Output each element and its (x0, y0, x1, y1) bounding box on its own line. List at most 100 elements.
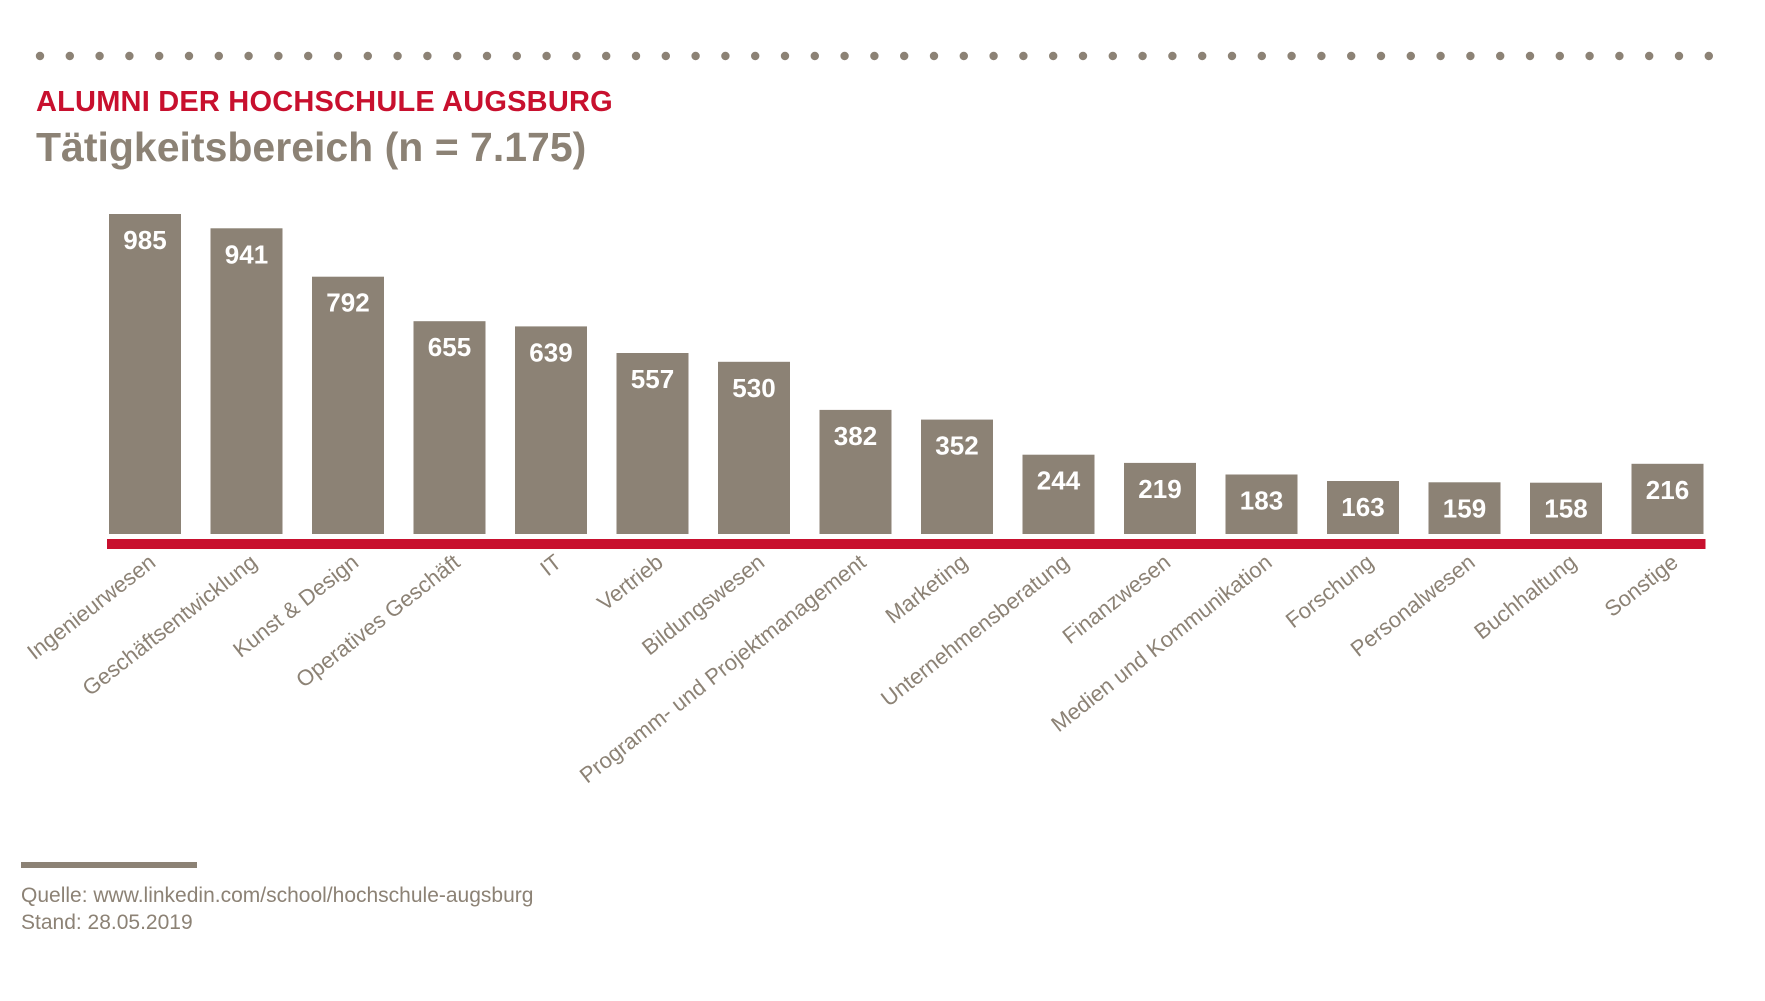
divider-dot (1168, 51, 1177, 61)
divider-dot (959, 51, 968, 61)
divider-dot (1257, 51, 1267, 61)
divider-dot (214, 51, 223, 61)
divider-dot (333, 51, 343, 61)
bar-value-label: 244 (1037, 466, 1081, 496)
divider-dot (780, 51, 790, 61)
bar (1022, 454, 1095, 534)
bar-value-label: 219 (1138, 474, 1181, 504)
bar (1327, 481, 1399, 534)
bar (1225, 474, 1298, 534)
divider-dot (1108, 51, 1118, 61)
divider-dot (95, 51, 104, 61)
bar (210, 228, 283, 535)
divider-dot (65, 51, 75, 61)
divider-dot (1436, 51, 1445, 61)
divider-dot (1078, 51, 1088, 61)
divider-dot (721, 51, 730, 61)
chart-title: Tätigkeitsbereich (n = 7.175) (36, 124, 587, 170)
category-label: Geschäftsentwicklung (78, 549, 262, 700)
bar-value-label: 183 (1240, 486, 1283, 516)
source-text: Quelle: www.linkedin.com/school/hochschu… (21, 884, 534, 907)
divider-dot (1585, 51, 1594, 61)
category-label: Marketing (881, 549, 973, 628)
divider-dot (184, 51, 194, 61)
divider-dot (512, 51, 521, 61)
category-label: Forschung (1281, 549, 1378, 633)
divider-dot (870, 51, 879, 61)
divider-dot (1198, 51, 1207, 61)
divider-dot (1555, 51, 1565, 61)
divider-dot (810, 51, 819, 61)
divider-dot (840, 51, 849, 61)
bar-value-label: 557 (631, 364, 674, 394)
divider-dot (35, 51, 45, 61)
divider-dot (1615, 51, 1624, 61)
bar (1428, 482, 1501, 534)
divider-dot (125, 51, 134, 61)
bar (515, 326, 587, 534)
date-text: Stand: 28.05.2019 (21, 911, 193, 934)
divider-dot (1019, 51, 1028, 61)
divider-dot (929, 51, 939, 61)
divider-dot (1525, 51, 1535, 61)
divider-dot (423, 51, 432, 61)
divider-dot (363, 51, 372, 61)
bar (312, 276, 384, 534)
category-label: Sonstige (1600, 549, 1683, 621)
category-label: Vertrieb (592, 549, 667, 615)
bar (1124, 462, 1196, 534)
baseline (107, 539, 1706, 549)
divider-dot (393, 51, 402, 61)
chart-kicker: ALUMNI DER HOCHSCHULE AUGSBURG (36, 86, 613, 118)
bar (819, 409, 892, 534)
divider-dot (1406, 51, 1416, 61)
divider-dot (1317, 51, 1326, 61)
category-label: Operatives Geschäft (291, 549, 464, 692)
bar-value-label: 158 (1544, 494, 1587, 524)
bar (718, 361, 790, 534)
divider-dot (1645, 51, 1654, 61)
divider-dot (572, 51, 581, 61)
category-label: IT (535, 549, 566, 581)
divider-dot (155, 51, 164, 61)
divider-dot (751, 51, 760, 61)
divider-dot (631, 51, 641, 61)
bar-value-label: 159 (1443, 493, 1486, 523)
divider-dot (482, 51, 492, 61)
bar-value-label: 941 (225, 239, 268, 269)
bar-value-label: 792 (326, 288, 369, 318)
divider-dot (691, 51, 700, 61)
divider-dot (602, 51, 611, 61)
bar (1631, 463, 1704, 534)
bar-value-label: 655 (428, 332, 471, 362)
divider-dot (1347, 51, 1356, 61)
divider-dot (1496, 51, 1505, 61)
bar (921, 419, 993, 534)
divider-dot (1287, 51, 1296, 61)
bar-value-label: 382 (834, 421, 877, 451)
divider-dot (1227, 51, 1237, 61)
bar (109, 214, 181, 534)
divider-dot (304, 51, 313, 61)
divider-dot (1049, 51, 1058, 61)
divider-dot (1466, 51, 1475, 61)
bar-value-label: 163 (1341, 492, 1384, 522)
bar-value-label: 530 (732, 373, 775, 403)
divider-dot (274, 51, 283, 61)
divider-dot (661, 51, 670, 61)
bar (616, 353, 689, 534)
divider-dot (1138, 51, 1147, 61)
divider-dot (1376, 51, 1386, 61)
divider-dot (244, 51, 253, 61)
divider-dot (1674, 51, 1684, 61)
footer-rule (21, 862, 197, 868)
bar-value-label: 352 (935, 431, 978, 461)
divider-dot (900, 51, 909, 61)
category-label: Unternehmensberatung (876, 549, 1074, 711)
bar (413, 321, 486, 534)
bar-value-label: 216 (1646, 475, 1689, 505)
divider-dot (453, 51, 462, 61)
bar-value-label: 639 (529, 337, 572, 367)
